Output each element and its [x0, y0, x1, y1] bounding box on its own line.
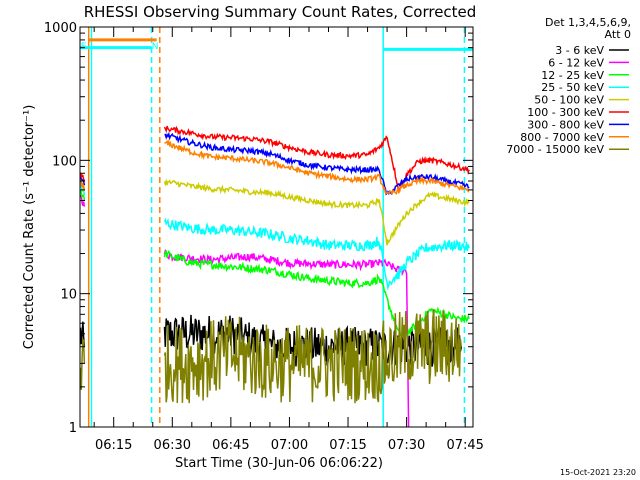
legend-header-line: Det 1,3,4,5,6,9, [545, 16, 631, 29]
y-tick-label: 1000 [44, 21, 77, 36]
legend-header-line: Att 0 [605, 28, 631, 41]
flag-letter: N [152, 42, 159, 52]
x-tick-label: 06:30 [154, 438, 191, 453]
series-line [79, 309, 463, 404]
x-tick-label: 07:15 [329, 438, 366, 453]
legend-label: 100 - 300 keV [527, 106, 604, 119]
legend-header: Det 1,3,4,5,6,9,Att 0 [545, 16, 631, 41]
y-tick-label: 10 [60, 288, 77, 303]
y-axis-label: Corrected Count Rate (s⁻¹ detector⁻¹) [22, 105, 37, 350]
series-line [79, 138, 470, 196]
x-axis: 06:15 06:30 06:45 07:00 07:15 07:30 07:45 [93, 27, 484, 453]
footer-timestamp: 15-Oct-2021 23:20 [560, 468, 636, 477]
series-line [79, 125, 470, 192]
legend-label: 800 - 7000 keV [520, 131, 604, 144]
series-group [79, 125, 470, 428]
legend-label: 6 - 12 keV [548, 56, 604, 69]
legend-label: 7000 - 15000 keV [506, 143, 604, 156]
x-axis-label: Start Time (30-Jun-06 06:06:22) [175, 456, 383, 471]
series-line [79, 190, 470, 337]
x-tick-label: 06:15 [95, 438, 132, 453]
legend-label: 50 - 100 keV [534, 94, 604, 107]
chart-title: RHESSI Observing Summary Count Rates, Co… [84, 3, 477, 21]
series-line [79, 184, 470, 291]
legend-label: 300 - 800 keV [527, 118, 604, 131]
y-axis: 1 10 100 1000 [44, 21, 473, 436]
legend-label: 12 - 25 keV [541, 69, 604, 82]
plot-frame [79, 26, 474, 428]
x-tick-label: 07:00 [271, 438, 308, 453]
legend-label: 25 - 50 keV [541, 81, 604, 94]
flag-letter: E [81, 42, 87, 52]
x-tick-label: 07:30 [388, 438, 425, 453]
y-tick-label: 100 [52, 154, 77, 169]
x-tick-label: 06:45 [212, 438, 249, 453]
x-tick-label: 07:45 [446, 438, 483, 453]
series-line [79, 131, 470, 196]
legend-label: 3 - 6 keV [555, 44, 604, 57]
y-tick-label: 1 [69, 421, 77, 436]
